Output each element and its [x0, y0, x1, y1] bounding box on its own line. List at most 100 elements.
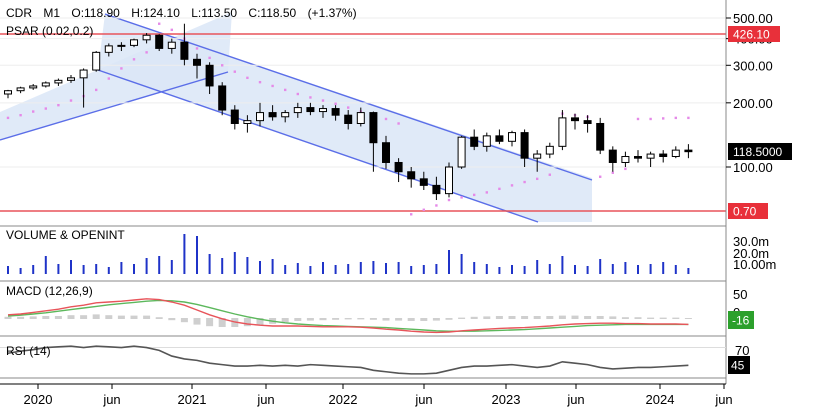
candle-down: [344, 114, 353, 124]
macd-panel: [4, 298, 692, 334]
volume-tick-label: 20.0m: [733, 246, 769, 261]
price-tick-label: 100.00: [733, 160, 773, 175]
support-tag-text: 0.70: [733, 205, 757, 219]
volume-bar: [170, 260, 173, 274]
candlesticks: [4, 23, 693, 201]
volume-bar: [233, 252, 236, 274]
candle-down: [382, 142, 390, 163]
macd-histogram-bar: [596, 316, 604, 319]
macd-histogram-bar: [294, 318, 302, 321]
psar-dot: [284, 88, 287, 92]
macd-histogram-bar: [659, 317, 667, 319]
psar-dot: [473, 193, 476, 197]
candle-up: [79, 69, 88, 79]
rsi-label: RSI (14): [6, 344, 51, 358]
candle-down: [331, 108, 340, 116]
candle-down: [394, 161, 403, 173]
time-tick-label: 2021: [178, 392, 207, 407]
volume-bar: [107, 267, 110, 274]
time-tick-label: jun: [102, 392, 120, 407]
macd-histogram-bar: [432, 318, 440, 321]
rsi-panel: [0, 345, 726, 375]
candle-up: [356, 112, 365, 124]
candle-up: [545, 145, 554, 155]
candle-up: [533, 153, 542, 159]
volume-bar: [574, 265, 576, 274]
time-axis: 2020 jun 2021 jun 2022 jun 2023 jun 2024 jun: [0, 383, 733, 407]
volume-bar: [523, 266, 526, 274]
psar-dot: [397, 122, 400, 125]
volume-bar: [82, 265, 85, 274]
change-value: (+1.37%): [308, 6, 357, 20]
psar-dot: [687, 116, 690, 120]
volume-bar: [70, 260, 72, 274]
volume-bar: [196, 236, 198, 274]
macd-histogram-bar: [533, 316, 541, 319]
time-tick-label: 2023: [492, 392, 521, 407]
candle-up: [167, 41, 176, 49]
candle-down: [596, 122, 605, 151]
candle-up: [16, 87, 25, 92]
time-tick-label: 2020: [24, 392, 53, 407]
psar-dot: [246, 76, 249, 80]
psar-dot: [170, 28, 173, 32]
price-axis: 500.00400.00300.00200.00100.0030.0m20.0m…: [726, 11, 776, 358]
volume-bar: [322, 262, 324, 274]
volume-bar: [637, 265, 639, 274]
volume-bar: [548, 264, 551, 274]
psar-dot: [145, 51, 148, 54]
grid: [0, 17, 726, 168]
macd-label: MACD (12,26,9): [6, 284, 93, 298]
psar-dot: [208, 56, 211, 60]
psar-dot: [233, 70, 236, 73]
volume-tick-label: 10.00m: [733, 257, 776, 272]
psar-dot: [6, 116, 10, 120]
last-price-tag: [728, 143, 792, 160]
candle-up: [117, 44, 126, 47]
volume-bar: [511, 265, 513, 274]
volume-bar: [7, 266, 9, 274]
macd-histogram-bar: [17, 316, 25, 319]
candle-up: [29, 85, 38, 89]
psar-dot: [19, 113, 22, 117]
candle-down: [180, 41, 189, 60]
candle-down: [369, 112, 378, 144]
macd-histogram-bar: [130, 315, 138, 319]
macd-histogram-bar: [621, 317, 629, 319]
psar-dot: [422, 208, 425, 211]
time-tick-label: jun: [256, 392, 274, 407]
candle-up: [41, 82, 50, 87]
macd-histogram-bar: [470, 316, 478, 319]
candle-up: [646, 153, 655, 159]
macd-line: [7, 298, 689, 334]
volume-bar: [674, 265, 677, 274]
psar-dot: [95, 88, 98, 92]
macd-value-tag: [728, 311, 754, 329]
psar-dot: [498, 187, 501, 191]
psar-dot: [485, 191, 488, 194]
candle-up: [130, 39, 138, 46]
psar-dot: [460, 196, 463, 199]
macd-histogram-bar: [344, 318, 352, 320]
rsi-value-tag-text: 45: [731, 359, 745, 373]
candle-down: [470, 136, 479, 147]
psar-dot: [334, 102, 337, 105]
psar-dot: [271, 84, 274, 88]
psar-dot: [107, 77, 110, 80]
psar-dot: [69, 99, 73, 102]
volume-bar: [334, 265, 337, 274]
macd-value-tag-text: -16: [732, 314, 750, 328]
psar-dot: [410, 213, 413, 216]
price-tick-label: 200.00: [733, 96, 773, 111]
volume-bar: [460, 254, 463, 274]
candle-down: [659, 153, 668, 158]
volume-bar: [599, 259, 602, 274]
macd-histogram-bar: [4, 316, 12, 319]
volume-bar: [145, 258, 148, 274]
volume-bar: [95, 264, 98, 274]
psar-dot: [120, 67, 123, 70]
candle-up: [54, 79, 63, 84]
volume-bar: [158, 256, 161, 274]
volume-bar: [473, 262, 476, 274]
channel-upper-line: [104, 13, 593, 181]
